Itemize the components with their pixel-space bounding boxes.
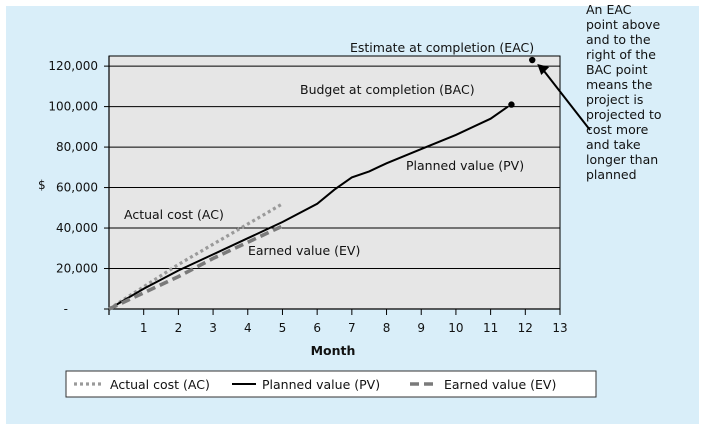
legend-entry: Planned value (PV) xyxy=(262,377,380,392)
note-line: point above xyxy=(586,17,660,32)
series-line-actual-cost-ac xyxy=(108,202,284,311)
ev-annotation: Earned value (EV) xyxy=(248,243,360,258)
annotations: Estimate at completion (EAC) Budget at c… xyxy=(38,2,662,358)
x-tick-label: 12 xyxy=(518,321,533,335)
y-tick-label: 60,000 xyxy=(56,181,98,195)
bac-point xyxy=(508,101,515,108)
legend: Actual cost (AC) Planned value (PV) Earned… xyxy=(65,370,597,398)
note-line: project is xyxy=(586,92,643,107)
y-tick-labels: - 20,000 40,000 60,000 80,000 100,000 120,000 xyxy=(48,59,98,316)
x-tick-label: 2 xyxy=(175,321,183,335)
x-tick-label: 11 xyxy=(483,321,498,335)
note-line: projected to xyxy=(586,107,662,122)
legend-entry: Earned value (EV) xyxy=(444,377,556,392)
note-line: BAC point xyxy=(586,62,648,77)
y-tick-label: 80,000 xyxy=(56,140,98,154)
y-tick-label: 100,000 xyxy=(48,100,98,114)
y-tick-label: 40,000 xyxy=(56,221,98,235)
x-tick-label: 8 xyxy=(383,321,391,335)
x-tick-label: 3 xyxy=(209,321,217,335)
eac-point xyxy=(529,56,536,64)
arrow-head xyxy=(537,64,550,76)
axes xyxy=(108,56,561,315)
x-tick-label: 4 xyxy=(244,321,252,335)
series-line-earned-value-ev xyxy=(108,224,284,311)
y-tick-label: - xyxy=(64,302,68,316)
note-line: An EAC xyxy=(586,2,632,17)
note-line: and take xyxy=(586,137,641,152)
note-line: right of the xyxy=(586,47,656,62)
y-tick-label: 120,000 xyxy=(48,59,98,73)
x-tick-label: 9 xyxy=(417,321,425,335)
legend-box xyxy=(65,370,597,398)
note-line: and to the xyxy=(586,32,651,47)
note-line: planned xyxy=(586,167,637,182)
x-tick-label: 1 xyxy=(140,321,148,335)
series-line-planned-value-pv xyxy=(108,105,509,310)
eac-arrow xyxy=(537,64,591,131)
series-lines xyxy=(108,105,509,311)
y-tick-label: 20,000 xyxy=(56,262,98,276)
x-tick-label: 10 xyxy=(448,321,463,335)
x-tick-labels: 1 2 3 4 5 6 7 8 9 10 11 12 13 xyxy=(140,321,568,335)
chart-points xyxy=(508,56,536,108)
note-line: longer than xyxy=(586,152,658,167)
pv-annotation: Planned value (PV) xyxy=(406,158,524,173)
x-axis-title: Month xyxy=(311,343,356,358)
bac-annotation: Budget at completion (BAC) xyxy=(300,82,475,97)
x-tick-label: 13 xyxy=(552,321,567,335)
arrow-shaft xyxy=(542,69,591,131)
x-tick-label: 6 xyxy=(313,321,321,335)
note-line: cost more xyxy=(586,122,649,137)
x-tick-label: 7 xyxy=(348,321,356,335)
x-tick-label: 5 xyxy=(279,321,287,335)
eac-annotation: Estimate at completion (EAC) xyxy=(350,40,534,55)
ac-annotation: Actual cost (AC) xyxy=(124,207,224,222)
y-axis-title: $ xyxy=(38,178,46,192)
note-line: means the xyxy=(586,77,653,92)
legend-entry: Actual cost (AC) xyxy=(110,377,210,392)
